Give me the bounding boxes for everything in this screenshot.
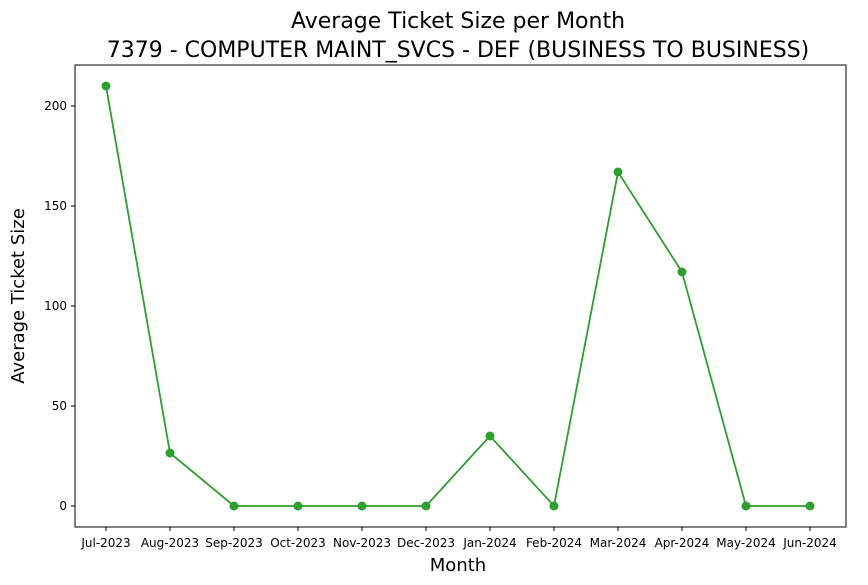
data-point: [805, 501, 815, 511]
x-axis: Jul-2023 Aug-2023 Sep-2023 Oct-2023 Nov-2023…: [80, 527, 837, 550]
x-tick-label: Mar-2024: [590, 536, 647, 550]
data-point: [549, 501, 559, 511]
data-point: [357, 501, 367, 511]
data-point: [613, 167, 623, 177]
x-tick-label: Dec-2023: [397, 536, 455, 550]
x-tick-label: Sep-2023: [205, 536, 263, 550]
y-tick-label: 0: [59, 499, 67, 513]
x-tick-label: Jun-2024: [782, 536, 837, 550]
data-point: [229, 501, 239, 511]
series-line: [105, 85, 810, 508]
data-point: [485, 431, 495, 441]
x-tick-label: May-2024: [716, 536, 775, 550]
data-point: [165, 448, 175, 458]
x-tick-label: Oct-2023: [270, 536, 326, 550]
data-point: [421, 501, 431, 511]
y-axis-label: Average Ticket Size: [8, 208, 29, 384]
chart-subtitle: 7379 - COMPUTER MAINT_SVCS - DEF (BUSINE…: [107, 38, 810, 63]
data-point: [293, 501, 303, 511]
data-point: [741, 501, 751, 511]
x-tick-label: Nov-2023: [333, 536, 391, 550]
y-tick-label: 200: [44, 99, 67, 113]
data-point: [101, 81, 111, 91]
data-point: [677, 267, 687, 277]
x-tick-label: Jul-2023: [80, 536, 130, 550]
x-tick-label: Apr-2024: [655, 536, 710, 550]
x-tick-label: Jan-2024: [462, 536, 516, 550]
x-tick-label: Feb-2024: [526, 536, 582, 550]
plot-area: [74, 64, 847, 528]
x-tick-label: Aug-2023: [141, 536, 199, 550]
y-tick-label: 150: [44, 199, 67, 213]
chart-title: Average Ticket Size per Month: [291, 9, 625, 34]
y-axis: 0 50 100 150 200: [44, 99, 75, 513]
y-tick-label: 50: [52, 399, 67, 413]
x-axis-label: Month: [430, 555, 486, 576]
y-tick-label: 100: [44, 299, 67, 313]
series-layer: [101, 81, 815, 511]
